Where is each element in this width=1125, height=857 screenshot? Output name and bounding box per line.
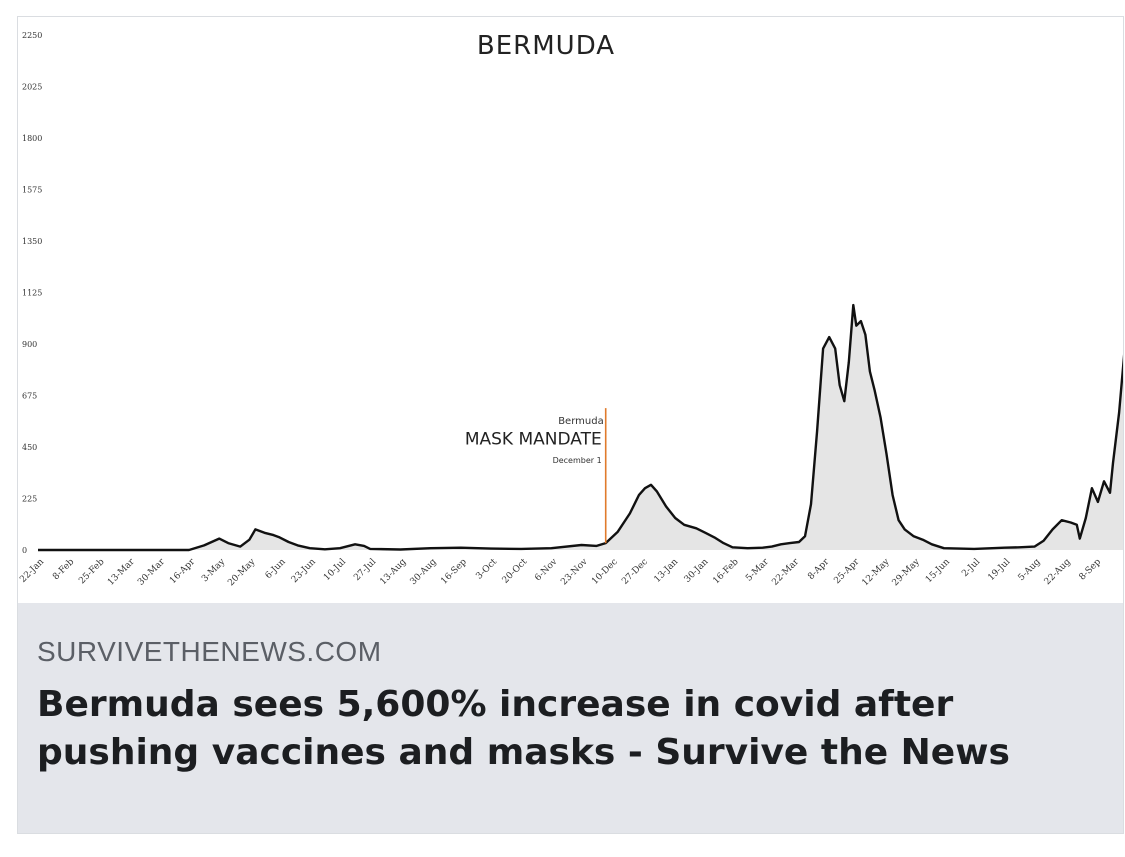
y-tick-label: 2025 <box>22 83 42 92</box>
cases-area-fill <box>38 305 1123 550</box>
mask-mandate-annotation: Bermuda MASK MANDATE December 1 <box>465 408 607 544</box>
y-tick-label: 675 <box>22 392 37 401</box>
y-tick-label: 0 <box>22 546 27 555</box>
link-domain: SURVIVETHENEWS.COM <box>37 636 382 667</box>
chart-title: BERMUDA <box>477 31 615 61</box>
preview-image: BERMUDA 0 225 450 675 900 1125 1350 1575 1800 202… <box>18 17 1123 603</box>
y-tick-label: 450 <box>22 443 37 452</box>
annotation-line-2: MASK MANDATE <box>465 430 602 450</box>
covid-cases-chart: BERMUDA 0 225 450 675 900 1125 1350 1575 1800 202… <box>18 17 1123 603</box>
y-tick-label: 1125 <box>22 289 42 298</box>
y-tick-label: 900 <box>22 340 37 349</box>
annotation-line-3: December 1 <box>553 456 602 465</box>
link-headline[interactable]: Bermuda sees 5,600% increase in covid af… <box>37 684 1010 773</box>
y-tick-label: 225 <box>22 495 37 504</box>
annotation-line-1: Bermuda <box>558 416 604 427</box>
y-tick-label: 1350 <box>22 237 42 246</box>
y-axis: 0 225 450 675 900 1125 1350 1575 1800 2025 2250 <box>22 31 42 555</box>
cases-line <box>38 303 1123 552</box>
link-meta: SURVIVETHENEWS.COM Bermuda sees 5,600% i… <box>18 603 1123 833</box>
y-tick-label: 1575 <box>22 186 42 195</box>
y-tick-label: 2250 <box>22 31 42 40</box>
link-preview-card[interactable]: BERMUDA 0 225 450 675 900 1125 1350 1575 1800 202… <box>17 16 1124 834</box>
y-tick-label: 1800 <box>22 134 42 143</box>
